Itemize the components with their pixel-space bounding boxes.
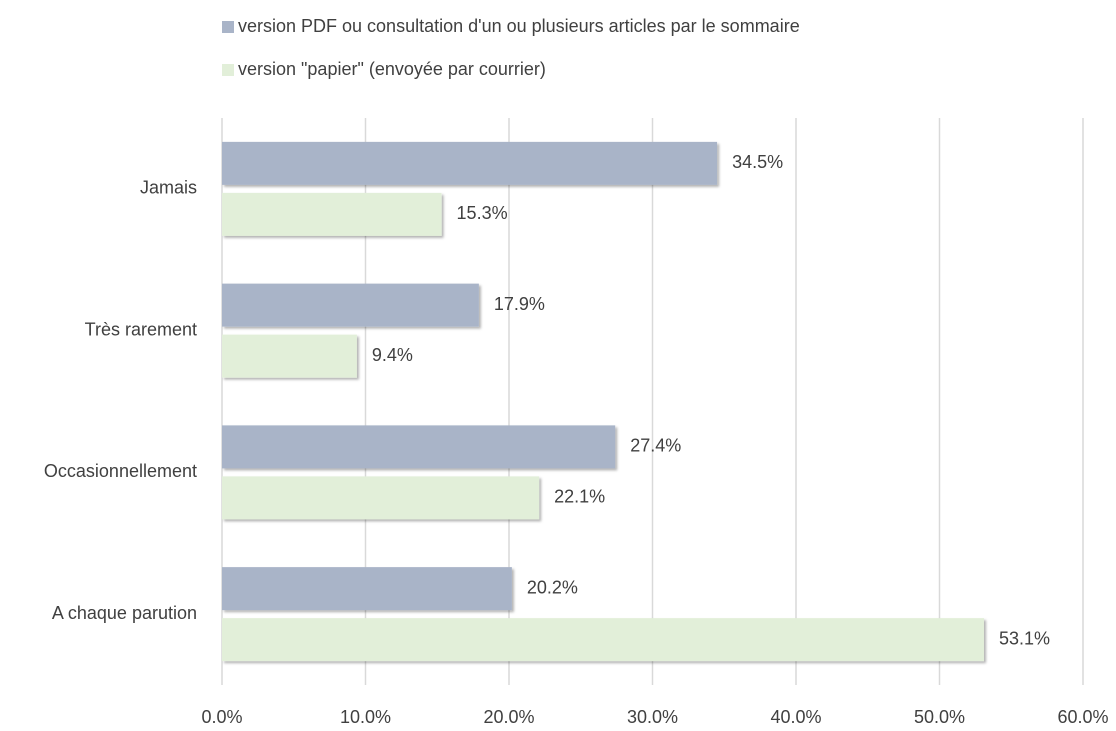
y-tick-label: Très rarement — [85, 319, 197, 339]
legend-swatch — [222, 21, 234, 33]
x-tick-label: 0.0% — [201, 707, 242, 727]
legend-label: version "papier" (envoyée par courrier) — [238, 59, 546, 79]
data-label: 20.2% — [527, 577, 578, 597]
legend-swatch — [222, 64, 234, 76]
data-label: 15.3% — [457, 203, 508, 223]
data-label: 27.4% — [630, 436, 681, 456]
x-tick-label: 50.0% — [914, 707, 965, 727]
data-label: 34.5% — [732, 152, 783, 172]
y-tick-label: Jamais — [140, 178, 197, 198]
x-tick-label: 30.0% — [627, 707, 678, 727]
data-label: 17.9% — [494, 294, 545, 314]
bar — [222, 476, 540, 520]
bar — [222, 141, 718, 185]
data-label: 53.1% — [999, 628, 1050, 648]
data-label: 9.4% — [372, 345, 413, 365]
x-tick-label: 60.0% — [1057, 707, 1108, 727]
y-tick-label: Occasionnellement — [44, 461, 197, 481]
bar — [222, 618, 984, 662]
x-tick-label: 10.0% — [340, 707, 391, 727]
x-tick-label: 40.0% — [770, 707, 821, 727]
data-label: 22.1% — [554, 487, 605, 507]
bar — [222, 283, 479, 327]
bar — [222, 567, 512, 611]
y-tick-label: A chaque parution — [52, 603, 197, 623]
legend-label: version PDF ou consultation d'un ou plus… — [238, 16, 800, 36]
bar — [222, 334, 357, 378]
x-tick-label: 20.0% — [483, 707, 534, 727]
bar — [222, 192, 442, 236]
bar — [222, 425, 616, 469]
